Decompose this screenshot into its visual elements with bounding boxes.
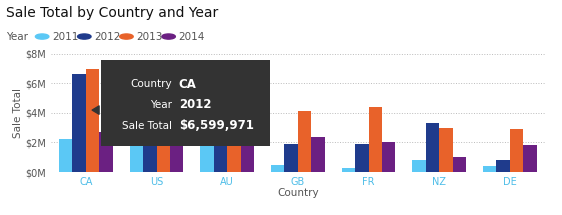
- Bar: [311, 137, 325, 172]
- Bar: [452, 157, 466, 172]
- Bar: [86, 69, 99, 172]
- Bar: [510, 129, 523, 172]
- Bar: [59, 140, 72, 172]
- Bar: [214, 137, 227, 172]
- Text: Year: Year: [6, 32, 28, 41]
- Bar: [523, 145, 537, 172]
- Bar: [99, 132, 113, 172]
- Text: Sale Total by Country and Year: Sale Total by Country and Year: [6, 6, 218, 20]
- Bar: [157, 126, 170, 172]
- Bar: [143, 128, 157, 172]
- Text: Year: Year: [150, 100, 172, 110]
- Text: $6,599,971: $6,599,971: [179, 119, 253, 132]
- Bar: [369, 107, 382, 172]
- Bar: [284, 144, 298, 172]
- Text: 2012: 2012: [94, 32, 121, 41]
- Text: Country: Country: [130, 79, 172, 89]
- Bar: [496, 160, 510, 172]
- Bar: [227, 128, 241, 172]
- Text: Sale Total: Sale Total: [122, 121, 172, 131]
- Bar: [72, 74, 86, 172]
- Text: CA: CA: [179, 78, 197, 91]
- Text: 2013: 2013: [137, 32, 163, 41]
- Bar: [170, 128, 183, 172]
- Bar: [241, 128, 254, 172]
- X-axis label: Country: Country: [277, 188, 319, 198]
- Bar: [413, 160, 426, 172]
- Bar: [355, 144, 369, 172]
- Bar: [426, 123, 439, 172]
- Bar: [439, 128, 452, 172]
- Bar: [342, 167, 355, 172]
- Y-axis label: Sale Total: Sale Total: [13, 88, 24, 138]
- FancyArrowPatch shape: [92, 106, 99, 114]
- Bar: [201, 145, 214, 172]
- Bar: [483, 166, 496, 172]
- Text: 2014: 2014: [179, 32, 205, 41]
- Bar: [271, 165, 284, 172]
- Text: 2012: 2012: [179, 98, 211, 111]
- Bar: [382, 142, 395, 172]
- Text: 2011: 2011: [52, 32, 79, 41]
- Bar: [298, 111, 311, 172]
- Bar: [130, 134, 143, 172]
